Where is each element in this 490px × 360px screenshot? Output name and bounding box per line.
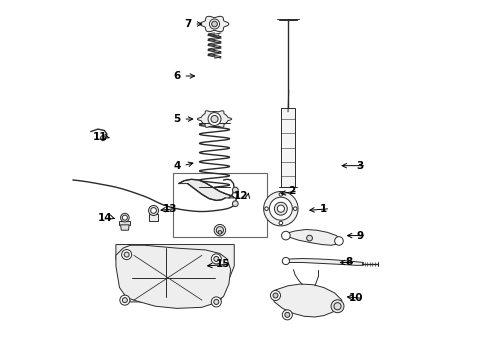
Text: 2: 2 bbox=[288, 186, 295, 196]
Circle shape bbox=[282, 310, 293, 320]
Circle shape bbox=[334, 303, 341, 310]
Text: 1: 1 bbox=[320, 204, 327, 214]
Circle shape bbox=[212, 21, 218, 27]
Bar bbox=[120, 221, 130, 225]
Circle shape bbox=[151, 208, 156, 213]
Circle shape bbox=[214, 300, 219, 305]
Text: 10: 10 bbox=[349, 293, 364, 303]
Circle shape bbox=[121, 213, 129, 222]
Text: 15: 15 bbox=[216, 259, 231, 269]
Circle shape bbox=[264, 192, 298, 226]
Circle shape bbox=[148, 206, 159, 216]
Polygon shape bbox=[272, 284, 342, 317]
Text: 3: 3 bbox=[356, 161, 364, 171]
Text: 8: 8 bbox=[345, 257, 353, 267]
Circle shape bbox=[232, 187, 238, 193]
Circle shape bbox=[270, 291, 280, 301]
Text: 5: 5 bbox=[173, 114, 180, 124]
Bar bbox=[281, 108, 295, 187]
Polygon shape bbox=[121, 225, 129, 230]
Circle shape bbox=[211, 297, 221, 307]
Circle shape bbox=[122, 298, 127, 303]
Polygon shape bbox=[285, 258, 364, 265]
Circle shape bbox=[120, 295, 130, 305]
Circle shape bbox=[294, 207, 297, 211]
Circle shape bbox=[122, 215, 127, 220]
Circle shape bbox=[265, 207, 269, 211]
Circle shape bbox=[279, 193, 283, 196]
Circle shape bbox=[277, 205, 285, 212]
Polygon shape bbox=[116, 244, 234, 302]
Circle shape bbox=[210, 19, 220, 29]
Circle shape bbox=[274, 202, 287, 215]
Polygon shape bbox=[179, 179, 234, 201]
Circle shape bbox=[335, 237, 343, 245]
Text: 7: 7 bbox=[184, 19, 191, 29]
Polygon shape bbox=[200, 16, 229, 32]
Circle shape bbox=[331, 300, 344, 313]
Polygon shape bbox=[285, 229, 342, 245]
Polygon shape bbox=[116, 245, 231, 309]
Text: 12: 12 bbox=[234, 191, 248, 201]
Circle shape bbox=[214, 225, 225, 236]
Text: 4: 4 bbox=[173, 161, 180, 171]
Circle shape bbox=[270, 197, 293, 220]
Circle shape bbox=[279, 221, 283, 225]
Circle shape bbox=[282, 231, 290, 240]
Text: 6: 6 bbox=[173, 71, 180, 81]
Circle shape bbox=[232, 201, 238, 207]
Bar bbox=[173, 173, 267, 237]
Circle shape bbox=[307, 235, 313, 241]
Circle shape bbox=[218, 230, 221, 234]
Circle shape bbox=[124, 252, 129, 257]
Text: 14: 14 bbox=[98, 213, 112, 222]
Circle shape bbox=[122, 249, 132, 260]
Circle shape bbox=[100, 135, 105, 140]
Circle shape bbox=[214, 256, 219, 261]
Text: 11: 11 bbox=[93, 132, 107, 142]
Circle shape bbox=[285, 312, 290, 318]
Circle shape bbox=[282, 257, 290, 265]
Text: 13: 13 bbox=[163, 204, 177, 214]
Polygon shape bbox=[197, 111, 232, 127]
Bar bbox=[149, 214, 158, 221]
Circle shape bbox=[211, 254, 221, 264]
Circle shape bbox=[216, 226, 223, 234]
Text: 9: 9 bbox=[356, 231, 363, 240]
Circle shape bbox=[273, 293, 278, 298]
Circle shape bbox=[211, 116, 218, 123]
Circle shape bbox=[208, 113, 221, 126]
